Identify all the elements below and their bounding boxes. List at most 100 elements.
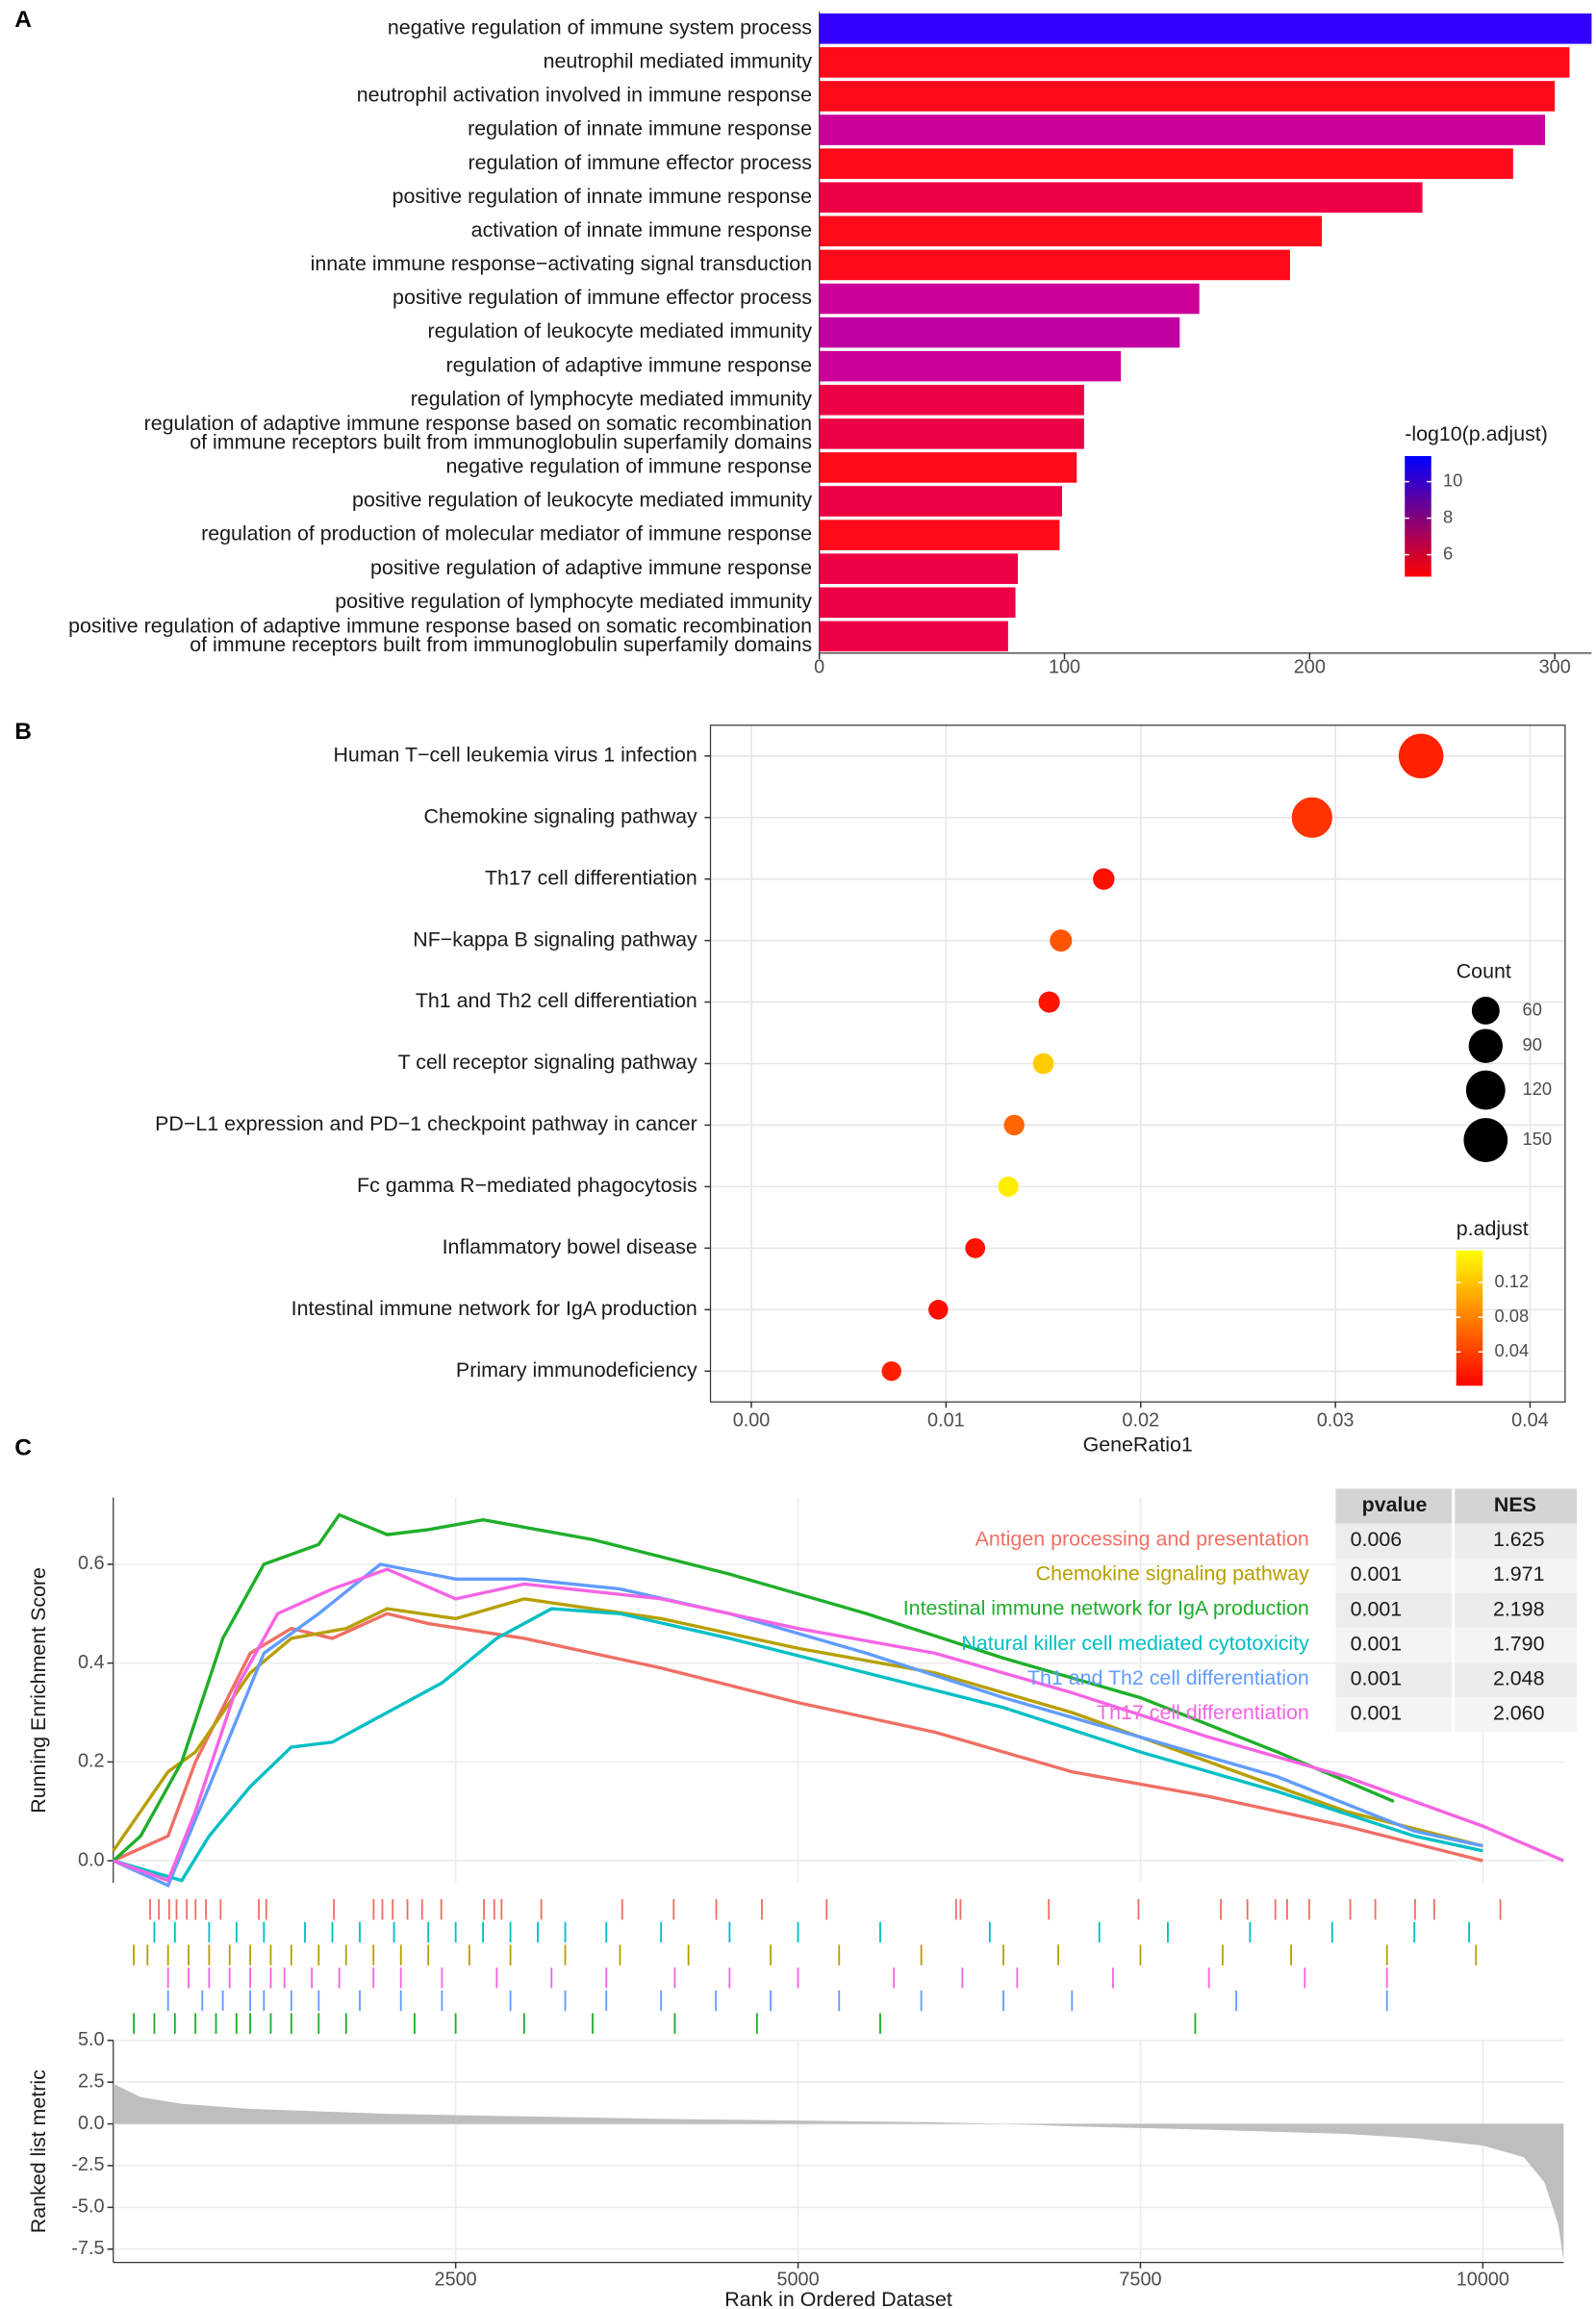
category-label: innate immune response−activating signal… <box>311 252 812 275</box>
x-tick-label: 7500 <box>1119 2269 1161 2290</box>
size-legend-title: Count <box>1457 959 1511 982</box>
dot <box>1003 1114 1025 1136</box>
colorbar-title: -log10(p.adjust) <box>1405 422 1548 445</box>
bar <box>819 148 1513 179</box>
table-row-bg <box>1335 1523 1578 1559</box>
legend-label: Natural killer cell mediated cytotoxicit… <box>961 1632 1309 1655</box>
table-row-bg <box>1335 1627 1578 1662</box>
legend-label: Intestinal immune network for IgA produc… <box>903 1597 1309 1620</box>
colorbar-tick-label: 0.08 <box>1494 1306 1529 1326</box>
category-label: regulation of production of molecular me… <box>201 522 812 546</box>
colorbar-tick-label: 6 <box>1443 543 1453 563</box>
bar <box>819 216 1323 247</box>
category-label: regulation of leukocyte mediated immunit… <box>428 319 813 343</box>
es-curve <box>112 1512 1395 1863</box>
x-tick-label: 0.00 <box>733 1409 771 1431</box>
bar <box>819 317 1180 348</box>
x-tick-label: 2500 <box>435 2269 477 2290</box>
x-axis-title: GeneRatio1 <box>1083 1434 1193 1457</box>
x-axis-title: Rank in Ordered Dataset <box>724 2288 952 2309</box>
x-tick-label: 100 <box>1049 656 1080 677</box>
panel-label: B <box>14 719 32 745</box>
category-label: Primary immunodeficiency <box>456 1358 697 1382</box>
bar <box>819 520 1060 550</box>
x-tick-label: 0.02 <box>1122 1409 1159 1431</box>
bar <box>819 249 1290 281</box>
x-tick-label: 5000 <box>776 2269 819 2290</box>
dot <box>1291 797 1332 838</box>
x-tick-label: 10000 <box>1457 2269 1509 2290</box>
x-tick-label: 0.01 <box>927 1409 965 1431</box>
table-cell: 2.198 <box>1493 1597 1545 1620</box>
bar <box>819 452 1077 483</box>
bar <box>819 621 1008 652</box>
table-cell: 2.048 <box>1493 1667 1545 1690</box>
dot <box>1038 991 1060 1013</box>
legend-label: Chemokine signaling pathway <box>1036 1562 1309 1586</box>
table-cell: 0.001 <box>1351 1562 1403 1586</box>
colorbar-tick-label: 0.04 <box>1494 1340 1529 1360</box>
category-label: positive regulation of leukocyte mediate… <box>352 489 812 512</box>
category-label: activation of innate immune response <box>471 218 812 241</box>
category-label: negative regulation of immune system pro… <box>388 15 812 38</box>
category-label: Chemokine signaling pathway <box>424 804 697 827</box>
size-legend-dot <box>1471 997 1500 1025</box>
legend-label: Antigen processing and presentation <box>975 1528 1309 1551</box>
category-label: PD−L1 expression and PD−1 checkpoint pat… <box>155 1112 697 1135</box>
colorbar <box>1456 1250 1483 1386</box>
y-tick-label: 0.6 <box>78 1553 105 1574</box>
table-cell: 0.001 <box>1351 1597 1403 1620</box>
bar <box>819 13 1592 44</box>
y-axis-title: Running Enrichment Score <box>27 1567 50 1814</box>
es-curve <box>113 1611 1483 1863</box>
category-label: regulation of lymphocyte mediated immuni… <box>411 387 813 410</box>
bar <box>819 419 1084 449</box>
legend-label: Th1 and Th2 cell differentiation <box>1027 1666 1309 1689</box>
panel-label: A <box>14 7 32 33</box>
colorbar-tick-label: 10 <box>1443 469 1462 490</box>
y-tick-label: 0.0 <box>78 2113 105 2134</box>
category-label: Inflammatory bowel disease <box>443 1235 697 1258</box>
size-legend-label: 90 <box>1523 1034 1542 1054</box>
bar <box>819 81 1556 112</box>
category-label: Human T−cell leukemia virus 1 infection <box>333 743 697 766</box>
dot <box>1050 929 1073 952</box>
y-axis-title: Ranked list metric <box>27 2069 50 2233</box>
table-cell: 1.625 <box>1493 1528 1545 1551</box>
table-row-bg <box>1335 1558 1578 1593</box>
es-curve <box>113 1607 1483 1883</box>
bar <box>819 47 1570 78</box>
table-cell: 2.060 <box>1493 1702 1545 1725</box>
table-cell: 0.006 <box>1351 1528 1403 1551</box>
table-cell: 1.790 <box>1493 1632 1545 1655</box>
y-tick-label: 0.0 <box>78 1849 105 1870</box>
table-cell: 0.001 <box>1351 1702 1403 1725</box>
table-header-bg <box>1335 1488 1578 1524</box>
table-cell: 0.001 <box>1351 1632 1403 1655</box>
category-label: Th1 and Th2 cell differentiation <box>416 989 697 1012</box>
y-tick-label: -5.0 <box>71 2196 104 2218</box>
bar <box>819 350 1122 382</box>
category-label: positive regulation of adaptive immune r… <box>68 614 812 655</box>
legend-label: Th17 cell differentiation <box>1097 1701 1309 1724</box>
bar <box>819 587 1016 619</box>
colorbar-tick-label: 0.12 <box>1494 1271 1529 1291</box>
size-legend-label: 120 <box>1523 1078 1553 1099</box>
x-tick-label: 0 <box>814 656 824 677</box>
y-tick-label: -2.5 <box>71 2154 104 2175</box>
category-label: regulation of adaptive immune response b… <box>144 412 812 453</box>
category-label: positive regulation of adaptive immune r… <box>370 556 812 579</box>
dot <box>1032 1053 1054 1075</box>
category-label: regulation of immune effector process <box>469 151 813 174</box>
colorbar <box>1405 456 1431 577</box>
table-row-bg <box>1335 1592 1578 1628</box>
panel-label: C <box>14 1435 32 1461</box>
table-header: pvalue <box>1362 1493 1428 1516</box>
plot-border <box>709 724 1566 1403</box>
category-label: negative regulation of immune response <box>446 455 813 478</box>
size-legend-dot <box>1463 1118 1508 1162</box>
table-row-bg <box>1335 1662 1578 1697</box>
bar <box>819 114 1545 145</box>
